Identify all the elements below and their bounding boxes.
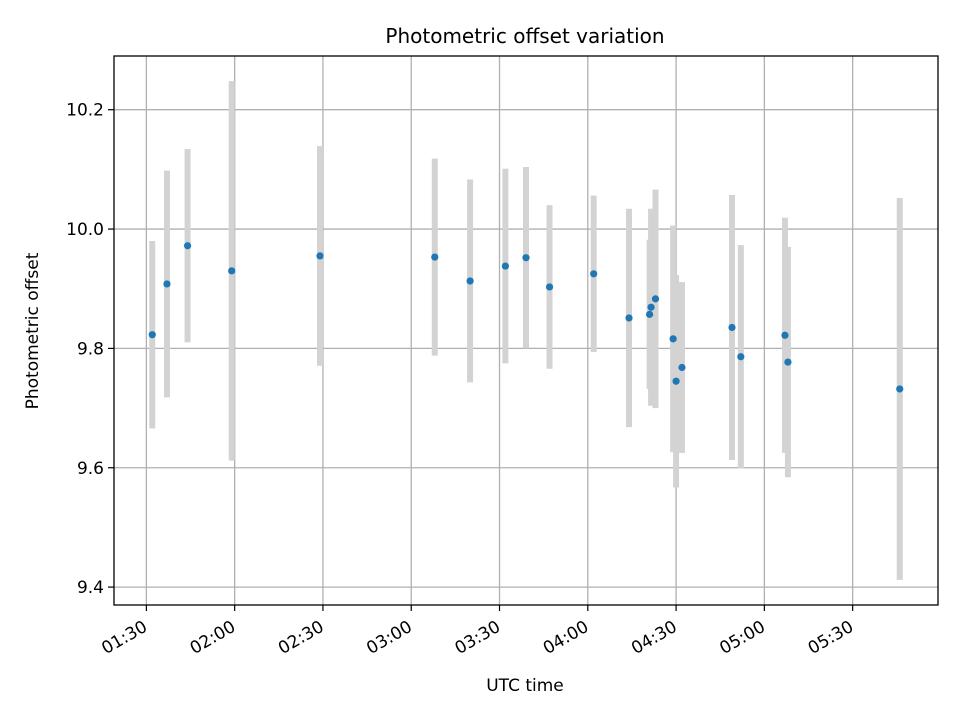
data-point [728, 323, 736, 332]
data-point [625, 314, 633, 322]
x-tick-label: 03:30 [452, 617, 504, 659]
data-point [672, 377, 680, 385]
x-tick-label: 04:00 [540, 617, 592, 659]
data-point [316, 252, 324, 260]
data-point [228, 267, 236, 275]
plot-frame [113, 55, 939, 606]
x-tick-label: 05:00 [716, 617, 768, 659]
x-tick-label: 01:30 [98, 617, 150, 659]
y-tick-label: 9.8 [77, 339, 104, 359]
data-point [678, 363, 686, 372]
data-point [669, 335, 677, 343]
data-point [501, 262, 509, 270]
data-points [148, 242, 904, 393]
y-tick-label: 9.4 [77, 578, 104, 598]
data-point [896, 385, 904, 393]
data-point [545, 283, 554, 291]
data-point [646, 310, 654, 318]
y-tick-label: 9.6 [77, 459, 104, 479]
data-point [651, 295, 660, 303]
data-point [737, 353, 745, 361]
x-tick-label: 02:00 [187, 617, 239, 659]
chart-title: Photometric offset variation [385, 24, 664, 48]
x-axis-label: UTC time [486, 676, 564, 696]
data-point [590, 270, 598, 278]
y-axis-ticks: 9.4 9.6 9.8 10.0 10.2 [66, 101, 114, 598]
data-point [466, 277, 474, 285]
data-point [431, 253, 439, 261]
data-point [163, 280, 171, 288]
x-tick-label: 04:30 [628, 617, 680, 659]
data-point [148, 331, 156, 339]
data-point [781, 331, 789, 339]
y-axis-label: Photometric offset [23, 252, 43, 409]
data-point [784, 358, 792, 366]
x-tick-label: 05:30 [805, 617, 857, 659]
data-point [522, 254, 530, 262]
x-axis-ticks: 01:30 02:00 02:30 03:00 03:30 04:00 04:30 05:00… [98, 605, 857, 659]
x-tick-label: 03:00 [363, 617, 415, 659]
data-point [183, 242, 192, 250]
y-tick-label: 10.0 [66, 220, 104, 240]
x-tick-label: 02:30 [275, 617, 327, 659]
y-tick-label: 10.2 [66, 101, 104, 121]
data-point [647, 303, 655, 311]
